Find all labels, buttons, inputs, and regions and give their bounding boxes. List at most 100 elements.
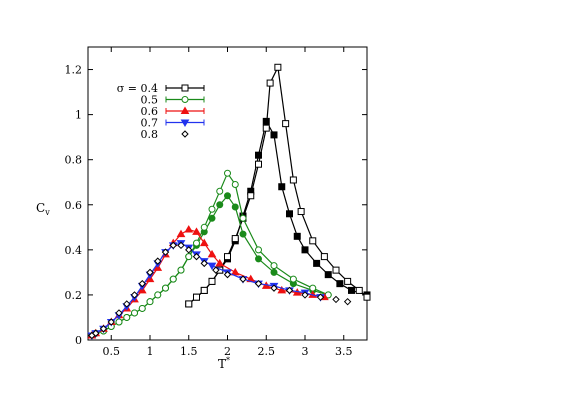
y-tick-label: 0 [75, 334, 82, 347]
x-tick-label: 0.5 [103, 345, 121, 358]
data-point [185, 246, 193, 254]
data-point [207, 262, 217, 271]
y-axis-label: Cv [36, 201, 50, 217]
x-tick-label: 3 [302, 345, 309, 358]
data-point [107, 318, 115, 326]
y-axis: 0 0.2 0.4 0.6 0.8 1 1.2 [65, 64, 367, 347]
data-point [270, 284, 278, 292]
data-point [224, 192, 231, 200]
data-point [270, 131, 278, 139]
data-point [154, 291, 162, 299]
data-point [130, 291, 139, 299]
legend-marker [181, 96, 189, 103]
data-point [208, 277, 216, 285]
legend: σ = 0.40.50.60.70.8 [117, 82, 205, 141]
data-point [176, 229, 186, 238]
data-point [231, 235, 239, 243]
data-point [255, 255, 262, 263]
data-point [270, 268, 278, 276]
x-tick-label: 1 [147, 345, 154, 358]
data-point [270, 262, 278, 270]
x-axis-label: T* [218, 356, 230, 371]
data-point [138, 279, 146, 288]
data-point [169, 275, 177, 283]
data-point [320, 253, 328, 261]
data-point [131, 309, 138, 317]
data-point [92, 329, 100, 337]
data-point [274, 63, 282, 71]
data-point [297, 208, 305, 216]
data-point [193, 239, 200, 247]
data-point [262, 124, 270, 132]
data-point [216, 187, 224, 195]
data-point [224, 169, 231, 177]
data-point [192, 252, 201, 261]
data-point [123, 300, 131, 308]
data-point [239, 230, 247, 238]
data-point [363, 293, 371, 301]
legend-label: σ = 0.4 [117, 82, 158, 95]
data-point [254, 279, 263, 288]
legend-label: 0.5 [141, 94, 159, 107]
data-point [169, 241, 177, 250]
data-point [286, 210, 293, 218]
data-point [309, 284, 317, 292]
data-point [355, 286, 363, 294]
data-point [231, 180, 239, 188]
data-point [255, 246, 262, 254]
data-point [207, 249, 217, 258]
data-point [99, 325, 108, 333]
y-tick-label: 0.4 [65, 244, 83, 257]
data-point [115, 318, 123, 326]
legend-label: 0.7 [141, 117, 159, 130]
legend-label: 0.8 [141, 128, 159, 141]
series-0.5 [92, 169, 332, 337]
legend-marker [180, 119, 190, 127]
data-point [316, 293, 325, 301]
data-point [208, 205, 216, 213]
data-point [285, 286, 294, 295]
data-point [343, 297, 352, 306]
x-tick-label: 2 [224, 345, 231, 358]
x-axis: 0.5 1 1.5 2 2.5 3 3.5 [103, 47, 353, 358]
data-point [230, 267, 240, 276]
data-point [332, 295, 340, 304]
data-point [239, 214, 247, 222]
data-point [146, 268, 154, 277]
y-tick-label: 0.2 [65, 289, 83, 302]
data-point [200, 223, 208, 231]
data-point [208, 214, 216, 222]
data-point [239, 275, 247, 283]
legend-marker [180, 106, 190, 114]
x-tick-label: 1.5 [180, 345, 198, 358]
data-point [185, 300, 193, 308]
data-point [184, 225, 194, 233]
data-point [177, 266, 185, 274]
data-point [301, 291, 309, 299]
data-point [177, 241, 185, 250]
data-point [262, 117, 270, 125]
data-point [192, 227, 201, 235]
data-point [200, 259, 208, 268]
data-point [185, 253, 193, 261]
data-point [215, 258, 225, 267]
data-point [161, 248, 170, 256]
series-0.4 [185, 63, 371, 308]
data-point [344, 277, 352, 285]
data-point [282, 120, 290, 128]
data-point [212, 266, 220, 274]
y-tick-label: 1 [75, 109, 82, 122]
data-point [336, 280, 344, 288]
data-point [309, 237, 317, 245]
data-point [278, 183, 286, 191]
y-tick-label: 1.2 [65, 64, 83, 77]
data-point [289, 275, 297, 283]
data-point [146, 298, 154, 306]
data-point [200, 286, 208, 294]
data-point [348, 286, 355, 294]
data-point [138, 304, 146, 312]
data-point [277, 285, 287, 294]
data-point [231, 203, 239, 211]
data-point [301, 246, 309, 254]
